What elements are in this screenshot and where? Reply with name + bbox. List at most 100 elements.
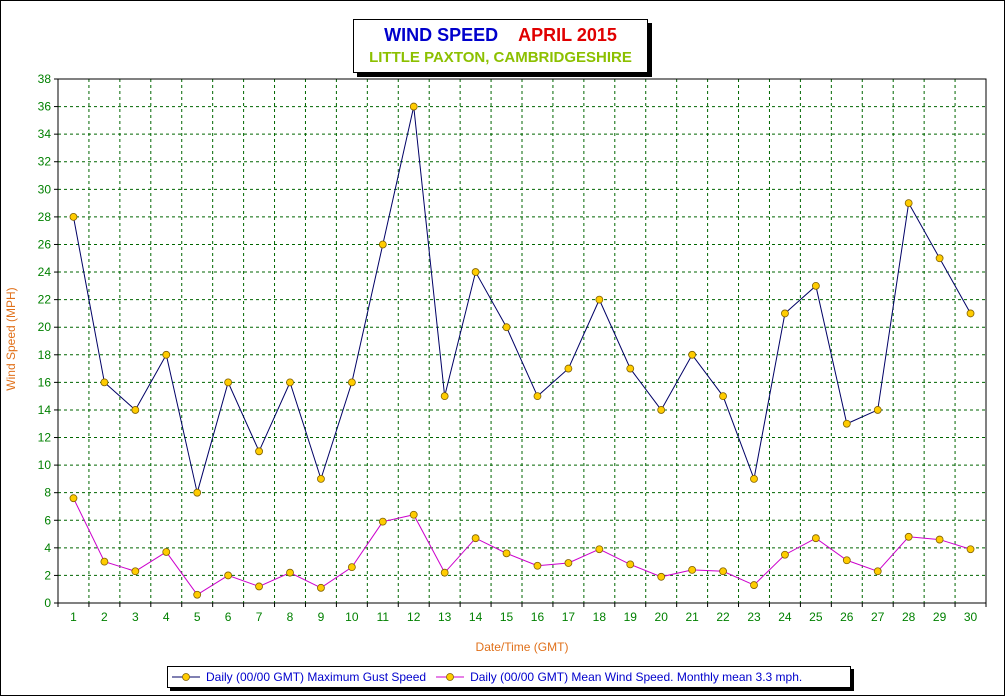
data-point-gust [502,323,511,332]
data-point-mean [162,548,171,556]
data-point-mean [935,535,944,544]
data-point-gust [564,364,573,373]
data-point-gust [842,419,851,428]
title-box: WIND SPEED APRIL 2015 LITTLE PAXTON, CAMB… [353,19,648,73]
x-tick-label: 3 [132,610,139,624]
legend: Daily (00/00 GMT) Maximum Gust Speed Dai… [167,666,851,688]
data-point-mean [440,568,449,577]
data-point-gust [781,309,789,318]
data-point-gust [471,268,480,276]
data-point-mean [100,557,109,566]
x-tick-label: 22 [716,610,730,624]
data-point-gust [595,295,604,304]
data-point-mean [255,582,263,591]
data-point-gust [347,378,356,387]
data-point-gust [224,378,233,387]
data-point-mean [966,545,975,554]
x-tick-label: 5 [194,610,201,624]
data-point-gust [719,392,727,401]
data-point-mean [409,510,418,519]
x-tick-label: 25 [809,610,823,624]
data-point-mean [904,532,913,541]
title-month: APRIL 2015 [518,25,617,45]
y-tick-label: 16 [38,375,52,389]
data-point-gust [533,392,542,401]
data-point-mean [471,534,480,543]
data-point-mean [842,556,851,565]
x-tick-label: 12 [407,610,421,624]
data-point-gust [409,102,418,111]
data-point-gust [378,240,387,249]
x-tick-label: 19 [624,610,638,624]
plot-border [57,78,987,604]
data-point-mean [811,534,820,543]
data-point-gust [317,474,325,483]
data-point-mean [750,581,758,589]
series-line-mean [73,497,971,596]
legend-label-mean: Daily (00/00 GMT) Mean Wind Speed. Month… [470,670,803,684]
x-tick-label: 15 [500,610,514,624]
data-point-gust [193,488,202,497]
data-point-gust [255,447,263,456]
x-tick-label: 20 [655,610,669,624]
data-point-gust [750,474,758,483]
y-tick-label: 30 [38,182,52,196]
x-tick-label: 7 [256,610,263,624]
data-point-gust [688,350,697,359]
data-point-gust [131,406,140,414]
data-point-mean [502,549,511,558]
data-point-gust [657,406,666,414]
y-tick-label: 18 [38,348,52,362]
y-tick-label: 4 [44,541,51,555]
x-tick-label: 30 [964,610,978,624]
data-point-gust [966,309,975,318]
x-axis-label: Date/Time (GMT) [475,640,569,654]
data-point-mean [193,590,202,599]
data-point-mean [224,571,233,580]
y-tick-label: 12 [38,431,52,445]
data-point-mean [347,563,356,572]
data-point-mean [533,561,542,570]
x-tick-label: 27 [871,610,885,624]
x-tick-label: 9 [318,610,325,624]
y-tick-label: 32 [38,155,52,169]
y-tick-label: 6 [44,513,51,527]
x-tick-label: 16 [531,610,545,624]
legend-swatch-mean [436,673,465,681]
data-point-mean [657,572,666,581]
data-point-mean [131,567,140,576]
series-line-gust [72,106,971,493]
x-tick-label: 21 [685,610,699,624]
x-tick-label: 2 [101,610,108,624]
x-tick-label: 13 [438,610,452,624]
data-point-gust [440,392,449,401]
x-tick-label: 28 [902,610,916,624]
data-point-gust [162,350,171,359]
data-point-mean [564,559,573,567]
y-tick-label: 34 [38,127,52,141]
y-tick-label: 0 [44,596,51,610]
x-tick-label: 1 [70,610,77,624]
x-tick-label: 24 [778,610,792,624]
x-tick-label: 4 [163,610,170,624]
data-point-mean [286,568,294,577]
data-point-gust [935,254,944,263]
y-tick-label: 2 [44,568,51,582]
chart-subtitle: LITTLE PAXTON, CAMBRIDGESHIRE [369,49,632,66]
data-point-mean [378,517,387,526]
x-tick-label: 18 [593,610,607,624]
x-tick-label: 10 [345,610,359,624]
legend-item-mean: Daily (00/00 GMT) Mean Wind Speed. Month… [436,670,802,684]
data-point-gust [873,406,882,414]
data-point-mean [873,567,882,576]
data-point-mean [688,566,697,574]
data-point-gust [100,378,109,387]
data-point-mean [69,494,78,503]
data-point-mean [595,545,604,554]
data-point-mean [317,583,325,592]
y-tick-label: 28 [38,210,52,224]
x-tick-label: 6 [225,610,232,624]
data-point-gust [286,378,294,387]
data-point-gust [69,212,78,221]
